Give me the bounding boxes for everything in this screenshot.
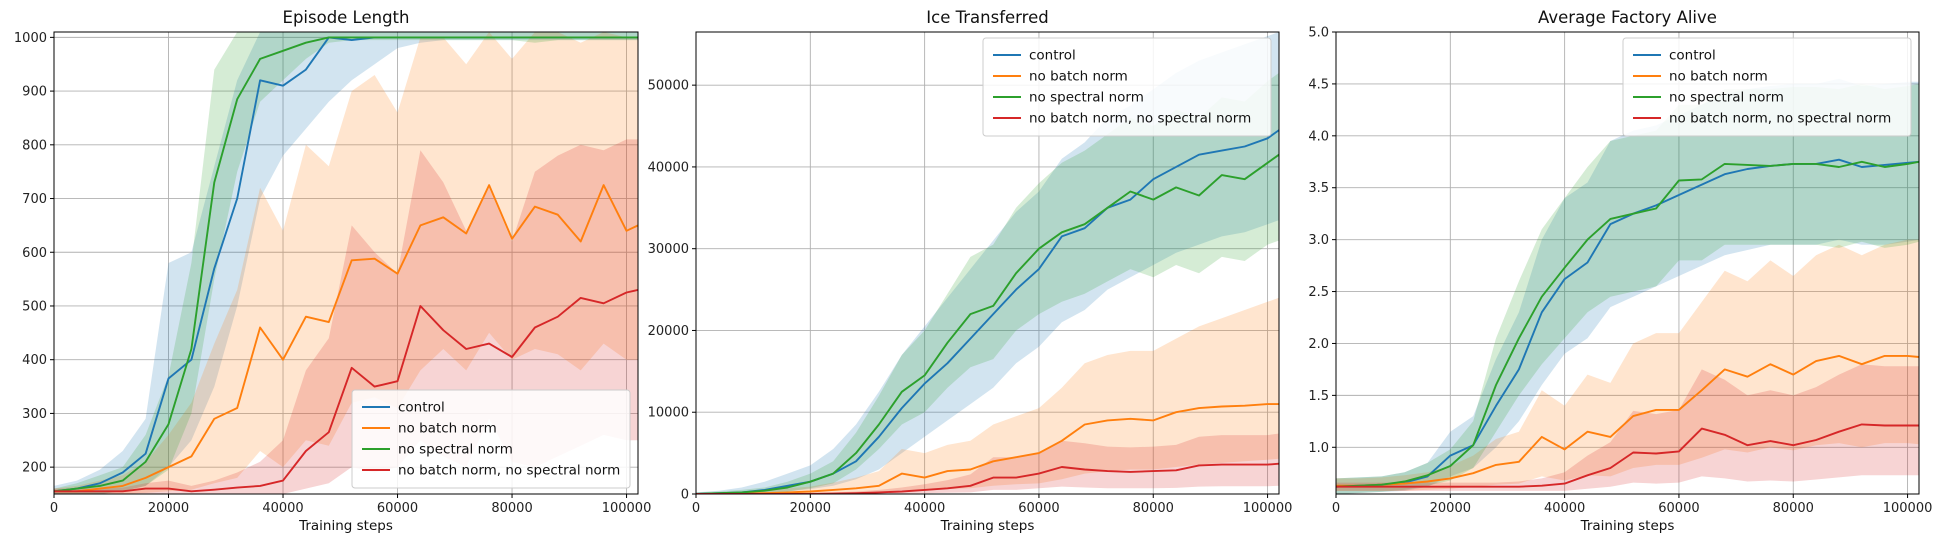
- y-tick-label: 1.5: [1308, 389, 1329, 404]
- x-tick-label: 40000: [1544, 501, 1585, 516]
- y-tick-label: 30000: [648, 242, 689, 257]
- legend-box: [351, 389, 631, 489]
- x-tick-label: 0: [692, 501, 700, 516]
- x-tick-label: 100000: [1243, 501, 1293, 516]
- y-tick-label: 800: [22, 138, 47, 153]
- y-tick-label: 1000: [14, 31, 47, 46]
- x-tick-label: 20000: [148, 501, 189, 516]
- x-axis-label: Training steps: [940, 518, 1035, 534]
- confidence-band: [1336, 364, 1919, 491]
- y-tick-label: 700: [22, 192, 47, 207]
- series-line: [696, 129, 1279, 494]
- legend: control no batch norm no spectral norm no b…: [351, 389, 631, 489]
- legend-entry: control: [398, 400, 445, 416]
- confidence-band: [1336, 78, 1919, 494]
- series-line: [696, 403, 1279, 494]
- chart-title: Episode Length: [283, 8, 410, 27]
- x-tick-label: 0: [50, 501, 58, 516]
- confidence-band: [696, 297, 1279, 494]
- y-tick-label: 5.0: [1308, 26, 1329, 41]
- legend: control no batch norm no spectral norm no b…: [1622, 37, 1912, 137]
- confidence-band: [54, 32, 638, 494]
- series-line: [1336, 354, 1919, 487]
- x-tick-label: 80000: [491, 501, 532, 516]
- series-line: [1336, 160, 1919, 488]
- y-tick-label: 1.0: [1308, 441, 1329, 456]
- x-tick-label: 40000: [262, 501, 303, 516]
- chart-title: Average Factory Alive: [1538, 8, 1717, 27]
- x-tick-label: 60000: [377, 501, 418, 516]
- y-tick-label: 20000: [648, 324, 689, 339]
- y-tick-label: 40000: [648, 160, 689, 175]
- series-line: [696, 153, 1279, 494]
- y-tick-label: 3.0: [1308, 233, 1329, 248]
- x-tick-label: 80000: [1773, 501, 1814, 516]
- series-line: [1336, 423, 1919, 488]
- grid: [53, 32, 638, 494]
- confidence-band: [54, 32, 638, 494]
- legend-box: [982, 37, 1272, 137]
- series-line: [54, 184, 638, 493]
- x-axis-label: Training steps: [1580, 518, 1675, 534]
- y-tick-label: 0: [681, 488, 689, 503]
- chart-title: Ice Transferred: [926, 8, 1048, 27]
- y-tick-label: 2.0: [1308, 337, 1329, 352]
- chart-1: 0 20000 40000 60000 80000 100000 200 300 400 500 6…: [14, 8, 651, 534]
- legend-entry: no batch norm: [1669, 69, 1768, 85]
- x-tick-label: 60000: [1018, 501, 1059, 516]
- plot-area: [1336, 78, 1919, 494]
- x-tick-label: 100000: [602, 501, 652, 516]
- legend: control no batch norm no spectral norm no b…: [982, 37, 1272, 137]
- x-tick-label: 40000: [904, 501, 945, 516]
- y-tick-label: 600: [22, 246, 47, 261]
- series-line: [696, 462, 1279, 494]
- legend-entry: no spectral norm: [1669, 90, 1784, 106]
- y-tick-label: 900: [22, 85, 47, 100]
- plot-area: [696, 32, 1279, 494]
- legend-entry: no batch norm, no spectral norm: [1029, 111, 1251, 127]
- y-tick-label: 300: [22, 407, 47, 422]
- legend-entry: no batch norm: [1029, 69, 1128, 85]
- plot-frame: [695, 31, 1280, 495]
- y-tick-label: 500: [22, 299, 47, 314]
- chart-2: 0 20000 40000 60000 80000 100000 0 10000 20000 30…: [648, 8, 1293, 534]
- y-tick-label: 200: [22, 461, 47, 476]
- y-tick-label: 50000: [648, 79, 689, 94]
- legend-entry: no spectral norm: [398, 442, 513, 458]
- legend-entry: control: [1669, 48, 1716, 64]
- confidence-band: [696, 72, 1279, 494]
- y-tick-label: 4.0: [1308, 129, 1329, 144]
- plot-frame: [1335, 31, 1920, 495]
- x-tick-label: 60000: [1658, 501, 1699, 516]
- y-tick-label: 10000: [648, 406, 689, 421]
- y-tick-label: 2.5: [1308, 285, 1329, 300]
- y-tick-label: 4.5: [1308, 77, 1329, 92]
- legend-entry: control: [1029, 48, 1076, 64]
- confidence-band: [1336, 83, 1919, 494]
- series-line: [54, 36, 638, 493]
- x-tick-label: 20000: [1430, 501, 1471, 516]
- x-tick-label: 20000: [790, 501, 831, 516]
- legend-box: [1622, 37, 1912, 137]
- chart-3: 0 20000 40000 60000 80000 100000 1.0 1.5 2.0 2.5 3…: [1308, 8, 1932, 534]
- legend-entry: no batch norm: [398, 421, 497, 437]
- series-line: [54, 288, 638, 493]
- confidence-band: [1336, 239, 1919, 491]
- x-tick-label: 0: [1332, 501, 1340, 516]
- legend-entry: no spectral norm: [1029, 90, 1144, 106]
- x-tick-label: 100000: [1883, 501, 1933, 516]
- legend-entry: no batch norm, no spectral norm: [1669, 111, 1891, 127]
- confidence-band: [696, 32, 1279, 494]
- x-tick-label: 80000: [1133, 501, 1174, 516]
- y-tick-label: 3.5: [1308, 181, 1329, 196]
- x-axis-label: Training steps: [298, 518, 393, 534]
- plot-frame: [53, 31, 639, 495]
- legend-entry: no batch norm, no spectral norm: [398, 463, 620, 479]
- y-tick-label: 400: [22, 353, 47, 368]
